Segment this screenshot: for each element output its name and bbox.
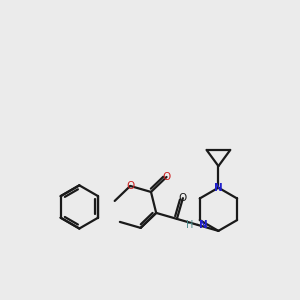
Text: N: N xyxy=(214,183,223,193)
Text: O: O xyxy=(162,172,171,182)
Text: H: H xyxy=(186,220,194,230)
Text: O: O xyxy=(179,193,187,203)
Text: O: O xyxy=(126,181,134,191)
Text: N: N xyxy=(199,220,207,230)
